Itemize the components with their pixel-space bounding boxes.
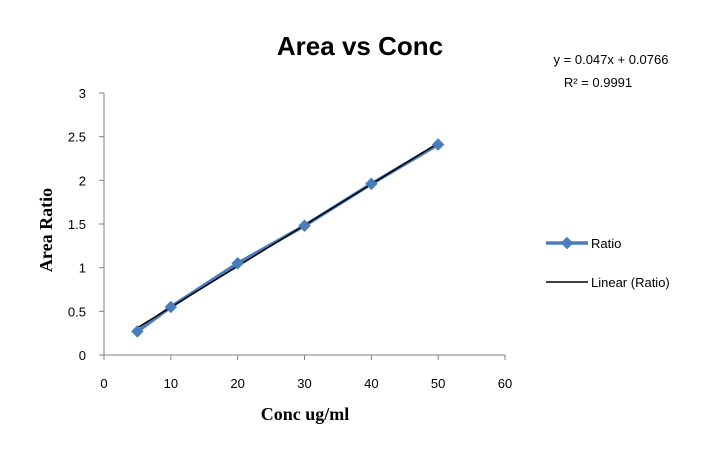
x-tick-label: 40 bbox=[364, 376, 378, 391]
data-point bbox=[431, 138, 445, 151]
series-line-ratio bbox=[136, 143, 440, 333]
y-tick-label: 1.5 bbox=[68, 217, 86, 232]
data-point bbox=[164, 300, 178, 314]
data-point bbox=[131, 325, 144, 338]
y-tick-label: 3 bbox=[79, 86, 86, 101]
chart-title: Area vs Conc bbox=[277, 31, 443, 61]
y-axis-ticks: 0 0.5 1 1.5 2 2.5 3 bbox=[68, 86, 104, 363]
data-point bbox=[231, 256, 245, 270]
y-axis-title: Area Ratio bbox=[36, 188, 56, 272]
x-tick-label: 30 bbox=[297, 376, 311, 391]
y-tick-label: 2 bbox=[79, 173, 86, 188]
x-axis-ticks: 0 10 20 30 40 50 60 bbox=[100, 355, 512, 391]
data-point bbox=[298, 219, 311, 233]
x-tick-label: 60 bbox=[498, 376, 512, 391]
legend-item-ratio: Ratio bbox=[546, 236, 621, 251]
trendline bbox=[137, 142, 439, 329]
legend-ratio-marker bbox=[560, 236, 574, 250]
y-tick-label: 0.5 bbox=[68, 304, 86, 319]
x-tick-label: 0 bbox=[100, 376, 107, 391]
x-tick-label: 50 bbox=[431, 376, 445, 391]
y-tick-label: 1 bbox=[79, 261, 86, 276]
legend-ratio-label: Ratio bbox=[591, 236, 621, 251]
series-layer bbox=[131, 138, 445, 338]
x-tick-label: 20 bbox=[230, 376, 244, 391]
data-point bbox=[364, 177, 378, 191]
trendline-r-squared: R² = 0.9991 bbox=[564, 75, 632, 90]
x-axis-title: Conc ug/ml bbox=[261, 404, 350, 424]
legend-linear-label: Linear (Ratio) bbox=[591, 275, 670, 290]
x-tick-label: 10 bbox=[164, 376, 178, 391]
y-tick-label: 0 bbox=[79, 348, 86, 363]
legend: Ratio Linear (Ratio) bbox=[546, 236, 670, 290]
legend-item-linear: Linear (Ratio) bbox=[546, 275, 670, 290]
trendline-equation: y = 0.047x + 0.0766 bbox=[554, 52, 669, 67]
y-tick-label: 2.5 bbox=[68, 130, 86, 145]
